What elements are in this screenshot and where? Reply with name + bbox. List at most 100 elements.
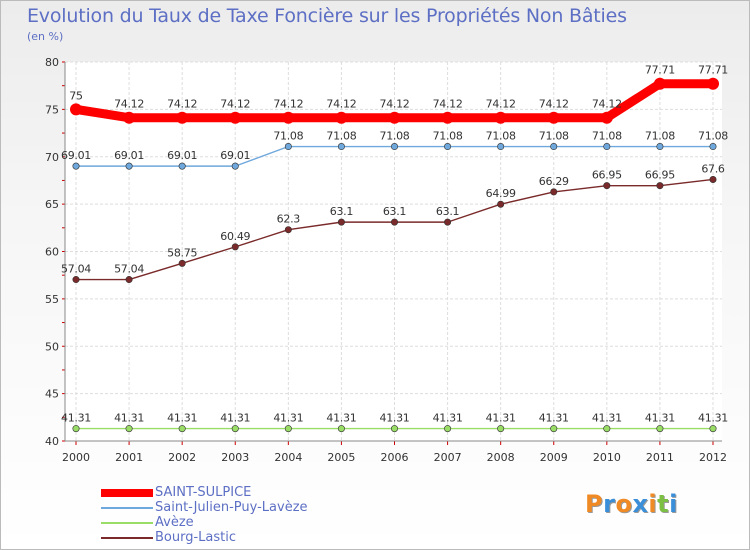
data-point	[337, 218, 345, 226]
data-point	[72, 425, 80, 433]
data-point	[284, 425, 292, 433]
legend-swatch	[101, 522, 153, 524]
data-point	[125, 276, 133, 284]
data-label: 69.01	[114, 149, 144, 162]
data-label: 69.01	[220, 149, 250, 162]
data-point	[337, 143, 345, 151]
data-point	[284, 143, 292, 151]
data-label: 57.04	[114, 263, 144, 276]
data-label: 63.1	[330, 205, 353, 218]
x-tick-label: 2004	[274, 451, 302, 464]
y-tick-label: 65	[45, 198, 59, 211]
data-point	[494, 111, 507, 124]
x-tick-label: 2000	[62, 451, 90, 464]
data-label: 75	[69, 89, 83, 102]
data-label: 41.31	[592, 412, 622, 425]
data-label: 74.12	[539, 98, 569, 111]
data-label: 71.08	[433, 130, 463, 143]
data-label: 57.04	[61, 263, 91, 276]
data-point	[709, 143, 717, 151]
data-point	[125, 162, 133, 170]
data-point	[709, 425, 717, 433]
data-label: 74.12	[167, 98, 197, 111]
x-tick-label: 2002	[168, 451, 196, 464]
logo-letter: t	[657, 490, 670, 518]
y-tick-label: 60	[45, 246, 59, 259]
data-label: 71.08	[592, 130, 622, 143]
legend-item: SAINT-SULPICE	[101, 485, 361, 500]
data-label: 41.31	[326, 412, 356, 425]
data-label: 74.12	[433, 98, 463, 111]
data-point	[178, 162, 186, 170]
logo-letter: i	[669, 490, 678, 518]
data-point	[603, 425, 611, 433]
data-label: 74.12	[114, 98, 144, 111]
chart-title: Evolution du Taux de Taxe Foncière sur l…	[27, 5, 627, 27]
logo-letter: r	[603, 490, 616, 518]
data-label: 41.31	[380, 412, 410, 425]
data-point	[337, 425, 345, 433]
data-point	[709, 175, 717, 183]
legend-swatch	[101, 537, 153, 539]
x-tick-label: 2010	[593, 451, 621, 464]
legend-label: SAINT-SULPICE	[155, 485, 252, 500]
data-label: 71.08	[326, 130, 356, 143]
data-point	[550, 143, 558, 151]
data-point	[388, 111, 401, 124]
data-point	[72, 162, 80, 170]
x-tick-label: 2009	[540, 451, 568, 464]
x-tick-label: 2011	[646, 451, 674, 464]
data-label: 66.95	[645, 169, 675, 182]
data-label: 74.12	[486, 98, 516, 111]
data-point	[284, 226, 292, 234]
data-point	[497, 143, 505, 151]
x-tick-label: 2001	[115, 451, 143, 464]
logo-letter: x	[632, 490, 649, 518]
data-label: 71.08	[486, 130, 516, 143]
data-point	[282, 111, 295, 124]
data-label: 74.12	[592, 98, 622, 111]
data-point	[125, 425, 133, 433]
data-label: 71.08	[380, 130, 410, 143]
data-point	[550, 188, 558, 196]
data-point	[231, 425, 239, 433]
legend-item: Bourg-Lastic	[101, 530, 361, 545]
data-label: 71.08	[539, 130, 569, 143]
data-label: 41.31	[61, 412, 91, 425]
y-tick-label: 70	[45, 151, 59, 164]
legend-label: Bourg-Lastic	[155, 530, 237, 545]
proxiti-logo: Proxiti	[585, 490, 678, 518]
data-point	[656, 182, 664, 190]
data-label: 64.99	[486, 187, 516, 200]
data-point	[70, 103, 82, 116]
data-point	[444, 218, 452, 226]
data-label: 77.71	[698, 64, 728, 77]
data-point	[547, 111, 560, 124]
x-tick-label: 2008	[487, 451, 515, 464]
data-label: 41.31	[273, 412, 303, 425]
data-label: 74.12	[326, 98, 356, 111]
y-tick-label: 45	[45, 388, 59, 401]
legend-item: Saint-Julien-Puy-Lavèze	[101, 500, 361, 515]
legend-label: Avèze	[155, 515, 194, 530]
y-tick-label: 55	[45, 293, 59, 306]
logo-letter: o	[615, 490, 633, 518]
legend-label: Saint-Julien-Puy-Lavèze	[155, 500, 308, 515]
logo-letter: i	[648, 490, 658, 518]
legend-swatch	[101, 507, 153, 509]
data-point	[178, 425, 186, 433]
data-label: 41.31	[698, 412, 728, 425]
x-tick-label: 2005	[327, 451, 355, 464]
data-label: 69.01	[61, 149, 91, 162]
data-point	[656, 143, 664, 151]
data-point	[231, 162, 239, 170]
data-label: 58.75	[167, 246, 197, 259]
data-point	[123, 111, 136, 124]
data-label: 66.95	[592, 169, 622, 182]
legend-item: Avèze	[101, 515, 361, 530]
data-label: 63.1	[436, 205, 459, 218]
x-tick-label: 2003	[221, 451, 249, 464]
data-point	[441, 111, 454, 124]
data-point	[335, 111, 348, 124]
data-point	[497, 200, 505, 208]
